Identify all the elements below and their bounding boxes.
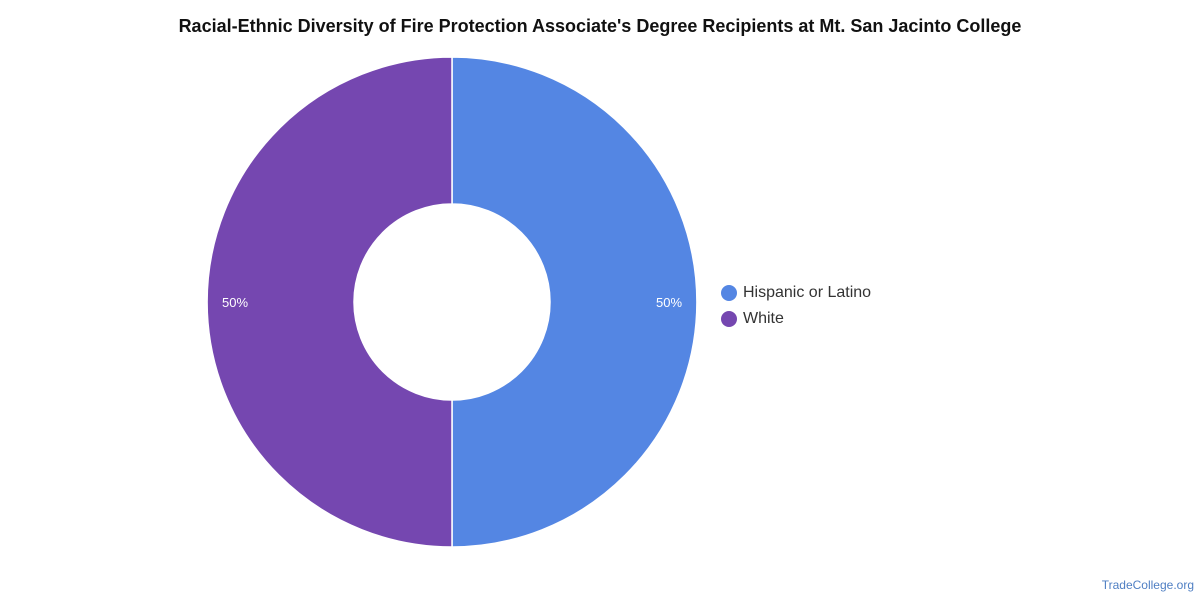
chart-title: Racial-Ethnic Diversity of Fire Protecti… (178, 16, 1022, 36)
legend-label: Hispanic or Latino (743, 284, 872, 301)
slice-data-label: 50% (222, 295, 248, 310)
donut-slice-hispanic-or-latino[interactable] (451, 56, 698, 548)
legend-swatch-hispanic-or-latino (721, 285, 737, 301)
site-watermark[interactable]: TradeCollege.org (1101, 578, 1194, 592)
slice-data-label: 50% (656, 295, 682, 310)
chart-legend: Hispanic or Latino White (721, 280, 871, 332)
donut-slice-white[interactable] (206, 56, 453, 548)
legend-item-white[interactable]: White (721, 306, 871, 332)
legend-item-hispanic-or-latino[interactable]: Hispanic or Latino (721, 280, 871, 306)
legend-swatch-white (721, 311, 737, 327)
legend-label: White (743, 310, 784, 327)
